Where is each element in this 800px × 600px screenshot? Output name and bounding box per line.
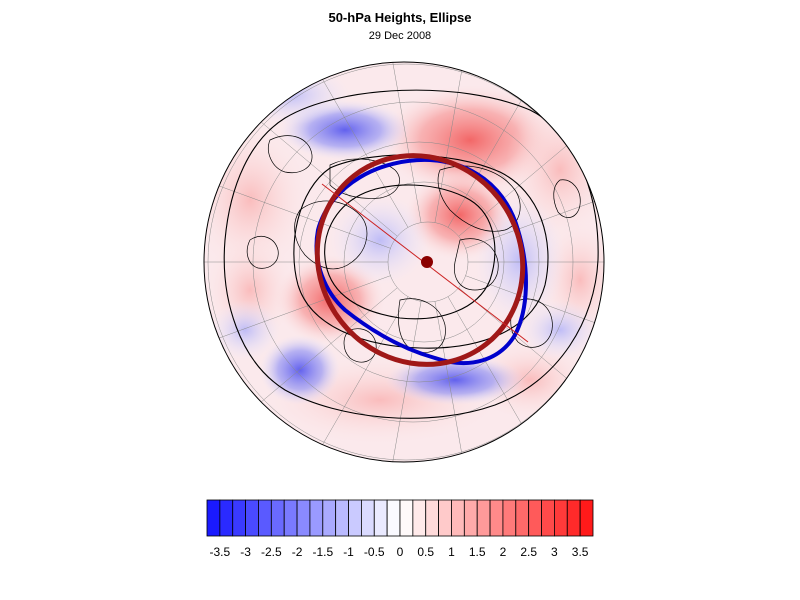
colorbar-tick-label: -1 xyxy=(343,545,354,559)
colorbar-labels: -3.5 -3 -2.5 -2 -1.5 -1 -0.5 0 0.5 1 1.5 2 2.5 3 3.5 xyxy=(210,545,589,559)
colorbar-box xyxy=(554,499,568,537)
colorbar-box xyxy=(335,499,349,537)
meridian-line xyxy=(251,287,398,411)
meridian-line xyxy=(312,62,409,228)
colorbar-box xyxy=(283,499,298,537)
colorbar-tick-label: -2.5 xyxy=(261,545,282,559)
ellipse-center-marker xyxy=(421,256,433,268)
colorbar-tick-label: 1 xyxy=(448,545,455,559)
colorbar-box xyxy=(412,499,427,537)
meridian-line xyxy=(387,301,422,462)
colorbar-box xyxy=(373,499,388,537)
colorbar-box xyxy=(296,499,311,537)
colorbar-box xyxy=(258,499,272,537)
colorbar-tick-label: -0.5 xyxy=(364,545,385,559)
fitted-ellipse xyxy=(314,153,526,367)
colorbar-box xyxy=(463,499,478,537)
colorbar-box xyxy=(476,499,491,537)
colorbar-box xyxy=(502,499,517,537)
map-date: 29 Dec 2008 xyxy=(368,30,432,42)
vortex-edge-contour xyxy=(314,157,528,366)
colorbar-box xyxy=(232,499,247,537)
colorbar-tick-label: -1.5 xyxy=(312,545,333,559)
meridian-line xyxy=(211,183,391,249)
vortex-ellipses xyxy=(314,153,529,367)
colorbar-box xyxy=(515,499,530,537)
colorbar-box xyxy=(438,499,452,537)
colorbar-box xyxy=(579,499,594,537)
colorbar-box xyxy=(386,499,401,537)
meridian-line xyxy=(465,275,604,341)
colorbar-box xyxy=(451,499,465,537)
meridian-line xyxy=(465,183,604,249)
colorbar-box xyxy=(348,499,362,537)
meridian-line xyxy=(387,62,422,223)
map-boundary xyxy=(203,61,605,463)
meridian-line xyxy=(251,113,398,237)
colorbar-tick-label: 2.5 xyxy=(520,545,537,559)
colorbar-tick-label: 0 xyxy=(397,545,404,559)
colorbar-tick-label: 2 xyxy=(500,545,507,559)
polar-stereographic-map xyxy=(203,61,605,463)
height-contours xyxy=(223,89,599,419)
coastlines xyxy=(246,135,581,363)
colorbar-box xyxy=(322,499,337,537)
colorbar-box xyxy=(489,499,504,537)
colorbar-tick-label: -2 xyxy=(292,545,303,559)
colorbar-box xyxy=(219,499,234,537)
colorbar-tick-label: -3 xyxy=(240,545,251,559)
colorbar-box xyxy=(541,499,555,537)
colorbar-box xyxy=(309,499,324,537)
colorbar-box xyxy=(245,499,259,537)
anomaly-field xyxy=(204,62,604,462)
colorbar-tick-label: -3.5 xyxy=(210,545,231,559)
map-title: 50-hPa Heights, Ellipse xyxy=(328,10,472,25)
colorbar-tick-label: 3 xyxy=(551,545,558,559)
colorbar-box xyxy=(528,499,542,537)
meridian-line xyxy=(312,296,409,462)
colorbar-box xyxy=(360,499,375,537)
colorbar-box xyxy=(399,499,414,537)
colorbar-box xyxy=(206,499,221,537)
colorbar-box xyxy=(425,499,440,537)
colorbar-tick-label: 1.5 xyxy=(469,545,486,559)
meridian-line xyxy=(211,275,391,341)
colorbar-boxes xyxy=(206,499,594,537)
colorbar-tick-label: 0.5 xyxy=(417,545,434,559)
colorbar-box xyxy=(566,499,581,537)
colorbar-tick-label: 3.5 xyxy=(572,545,589,559)
colorbar-box xyxy=(270,499,285,537)
